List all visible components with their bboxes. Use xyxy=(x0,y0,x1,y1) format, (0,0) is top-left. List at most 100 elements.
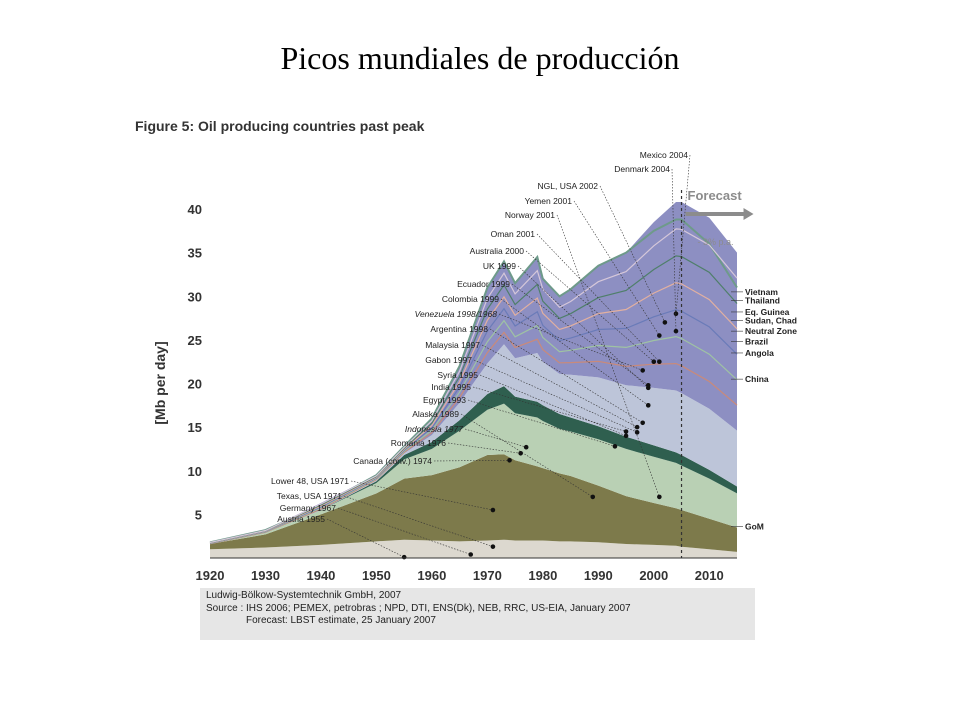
annotation-leader xyxy=(525,250,654,362)
peak-marker xyxy=(673,311,679,317)
peak-marker xyxy=(518,451,523,456)
annotation-leader xyxy=(556,214,660,498)
peak-marker xyxy=(640,368,645,373)
x-tick-label: 2010 xyxy=(695,568,724,583)
annotation-leader xyxy=(599,185,666,323)
annotation-leader xyxy=(500,298,649,406)
y-tick-label: 40 xyxy=(188,202,202,217)
x-tick-label: 1940 xyxy=(306,568,335,583)
annotation-leader xyxy=(479,374,627,437)
peak-marker xyxy=(645,403,651,408)
annotation-label: India 1995 xyxy=(431,382,471,392)
annotation-label: Ecuador 1999 xyxy=(457,279,510,289)
y-tick-label: 5 xyxy=(195,507,202,522)
annotation-leader xyxy=(337,507,471,555)
source-author: Ludwig-Bölkow-Systemtechnik GmbH, 2007 xyxy=(206,590,402,601)
annotation-label: Alaska 1989 xyxy=(412,409,459,419)
area-series-lower-48-usa-1971 xyxy=(210,403,737,545)
strata-line xyxy=(209,319,738,545)
annotation-leader xyxy=(511,283,649,386)
x-tick-label: 1920 xyxy=(196,568,225,583)
right-series-label: Angola xyxy=(745,348,774,358)
forecast-arrow-icon xyxy=(685,208,754,220)
annotation-label: Syria 1995 xyxy=(437,370,478,380)
peak-marker xyxy=(657,333,662,338)
area-series-texas-usa-1971 xyxy=(210,454,737,552)
peak-marker xyxy=(657,494,662,500)
y-tick-label: 30 xyxy=(188,289,202,304)
right-series-label: Thailand xyxy=(745,296,780,306)
peak-marker xyxy=(651,359,657,364)
annotation-label: Norway 2001 xyxy=(505,210,555,220)
y-tick-label: 10 xyxy=(188,464,202,479)
annotation-leader xyxy=(326,518,405,558)
annotation-label: Australia 2000 xyxy=(470,246,525,256)
area-series-canada-conv-1974 xyxy=(210,386,737,545)
annotation-label: Venezuela 1998/1968 xyxy=(415,309,498,319)
peak-marker xyxy=(401,554,407,560)
total-production-line xyxy=(209,218,738,544)
source-note: Ludwig-Bölkow-Systemtechnik GmbH, 2007 S… xyxy=(200,588,755,640)
strata-line xyxy=(209,282,738,544)
area-series-austria-1955 xyxy=(210,539,737,558)
annotation-label: Mexico 2004 xyxy=(640,150,688,160)
annotation-label: Texas, USA 1971 xyxy=(277,491,342,501)
annotation-label: Canada (conv.) 1974 xyxy=(353,456,432,466)
x-tick-label: 1990 xyxy=(584,568,613,583)
peak-marker xyxy=(673,328,679,334)
annotation-label: NGL, USA 2002 xyxy=(538,181,599,191)
slide-title: Picos mundiales de producción xyxy=(280,40,680,76)
annotation-leader xyxy=(536,233,660,362)
peak-marker xyxy=(490,507,496,513)
source-list: Source : IHS 2006; PEMEX, petrobras ; NP… xyxy=(206,602,631,614)
right-series-label: Sudan, Chad xyxy=(745,316,797,326)
y-axis-label: [Mb per day] xyxy=(152,341,168,424)
peak-marker xyxy=(645,382,651,388)
annotation-label: Denmark 2004 xyxy=(614,164,670,174)
annotation-leader xyxy=(447,442,521,454)
annotation-leader xyxy=(433,459,510,462)
annotation-leader xyxy=(671,168,677,332)
y-tick-label: 20 xyxy=(188,377,202,392)
x-tick-label: 1980 xyxy=(528,568,557,583)
peak-marker xyxy=(590,494,596,500)
y-tick-label: 35 xyxy=(188,246,202,261)
annotation-leader xyxy=(675,154,691,314)
annotation-label: Indonesia 1977 xyxy=(405,424,463,434)
annotation-label: Yemen 2001 xyxy=(525,196,573,206)
x-tick-label: 1960 xyxy=(417,568,446,583)
peak-marker xyxy=(634,424,640,430)
strata-line xyxy=(209,228,738,544)
x-tick-label: 1970 xyxy=(473,568,502,583)
annotation-label: Malaysia 1997 xyxy=(425,340,480,350)
peak-marker xyxy=(490,544,496,549)
annotation-label: Germany 1967 xyxy=(280,503,336,513)
annotation-label: Egypt 1993 xyxy=(423,395,466,405)
right-series-label: GoM xyxy=(745,522,764,532)
peak-marker xyxy=(623,429,629,434)
area-series-china xyxy=(210,344,737,545)
x-tick-label: 2000 xyxy=(639,568,668,583)
peak-marker xyxy=(623,433,629,439)
annotation-label: UK 1999 xyxy=(483,261,516,271)
annotation-label: Colombia 1999 xyxy=(442,294,499,304)
annotation-leader xyxy=(481,344,638,428)
annotation-leader xyxy=(460,413,593,498)
peak-marker xyxy=(640,420,645,426)
x-tick-label: 1930 xyxy=(251,568,280,583)
annotation-leader xyxy=(343,495,494,547)
area-series-mexico-2004 xyxy=(210,202,737,545)
peak-marker xyxy=(468,552,474,557)
annotation-label: Oman 2001 xyxy=(491,229,536,239)
annotation-label: Argentina 1998 xyxy=(430,324,488,334)
annotation-leader xyxy=(350,480,493,511)
annotation-label: Romania 1976 xyxy=(391,438,447,448)
annotation-leader xyxy=(573,200,660,336)
x-tick-label: 1950 xyxy=(362,568,391,583)
forecast-note: Forecast: LBST estimate, 25 January 2007 xyxy=(246,615,436,626)
annotation-label: Lower 48, USA 1971 xyxy=(271,476,349,486)
right-series-label: Vietnam xyxy=(745,287,778,297)
right-series-label: Neutral Zone xyxy=(745,326,797,336)
y-tick-label: 15 xyxy=(188,420,202,435)
